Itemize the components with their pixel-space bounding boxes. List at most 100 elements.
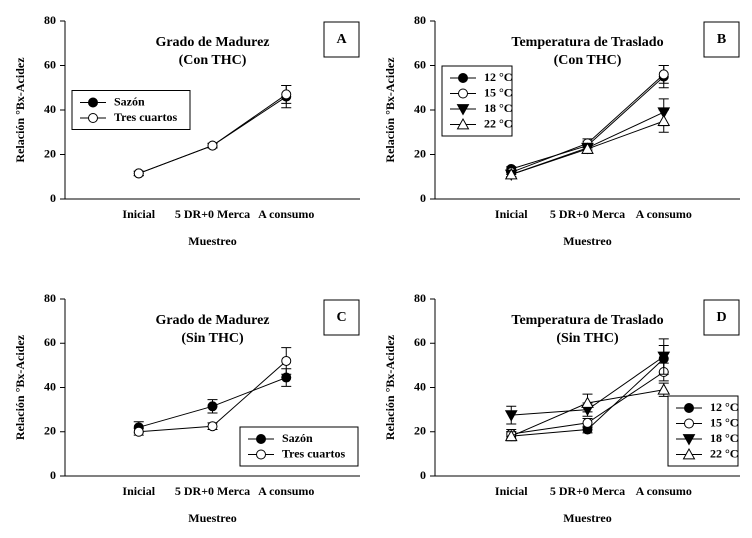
data-point <box>657 383 671 395</box>
chart-subtitle: (Con THC) <box>554 53 622 68</box>
legend-label: Sazón <box>114 94 145 108</box>
y-tick-label: 0 <box>50 191 56 205</box>
legend-marker <box>256 449 266 460</box>
y-axis-label: Relación °Bx-Acidez <box>13 334 27 440</box>
legend-marker <box>684 403 694 413</box>
y-tick-label: 40 <box>44 102 56 116</box>
y-tick-label: 60 <box>44 335 56 349</box>
x-tick-label: 5 DR+0 Merca <box>175 484 250 498</box>
legend-marker <box>88 113 98 123</box>
x-tick-label: 5 DR+0 Merca <box>550 484 625 498</box>
y-tick-label: 40 <box>44 379 56 393</box>
legend-label: 12 °C <box>484 70 512 84</box>
legend-label: 12 °C <box>710 400 738 414</box>
chart-title: Temperatura de Traslado <box>511 313 663 328</box>
panel-label: D <box>716 310 726 325</box>
y-axis-label: Relación °Bx-Acidez <box>13 57 27 163</box>
legend-marker <box>256 434 266 444</box>
panel-label-box <box>323 299 360 336</box>
legend-label: 15 °C <box>710 415 738 429</box>
x-tick-label: A consumo <box>258 207 314 221</box>
chart-title: Grado de Madurez <box>155 313 269 328</box>
data-point <box>504 410 518 422</box>
legend-marker <box>458 73 468 83</box>
y-axis-label: Relación °Bx-Acidez <box>383 334 397 440</box>
x-tick-label: A consumo <box>258 484 314 498</box>
y-axis-label: Relación °Bx-Acidez <box>383 57 397 163</box>
legend-label: 22 °C <box>710 446 738 460</box>
y-tick-label: 20 <box>414 424 426 438</box>
chart-subtitle: (Con THC) <box>179 53 247 68</box>
legend-box <box>71 90 191 130</box>
chart-title: Grado de Madurez <box>155 35 269 50</box>
data-point <box>504 167 518 180</box>
legend-label: 18 °C <box>484 101 512 115</box>
x-axis-label: Muestreo <box>563 511 611 525</box>
y-tick-label: 80 <box>44 13 56 27</box>
legend-label: 15 °C <box>484 85 512 99</box>
legend-marker <box>88 97 98 108</box>
data-point <box>133 426 144 437</box>
panel-label: B <box>717 32 726 47</box>
data-point <box>133 168 144 179</box>
chart-subtitle: (Sin THC) <box>556 331 619 346</box>
panel-label: C <box>336 310 346 325</box>
x-tick-label: 5 DR+0 Merca <box>175 207 250 221</box>
legend-marker <box>684 418 694 429</box>
y-tick-label: 80 <box>44 291 56 305</box>
legend-label: Tres cuartos <box>114 110 178 124</box>
data-point <box>657 114 671 127</box>
y-tick-label: 20 <box>44 146 56 160</box>
x-tick-label: Inicial <box>495 484 528 498</box>
legend-label: Tres cuartos <box>282 446 346 460</box>
legend-marker <box>682 434 696 446</box>
y-tick-label: 60 <box>414 335 426 349</box>
legend-label: Sazón <box>282 431 313 445</box>
chart-title: Temperatura de Traslado <box>511 35 663 50</box>
data-point <box>657 351 671 364</box>
y-tick-label: 40 <box>414 379 426 393</box>
legend-label: 22 °C <box>484 116 512 130</box>
y-tick-label: 80 <box>414 291 426 305</box>
data-point <box>281 355 292 366</box>
legend-marker <box>682 447 696 460</box>
chart-subtitle: (Sin THC) <box>181 331 244 346</box>
legend-marker <box>456 117 470 130</box>
x-tick-label: Inicial <box>122 207 155 221</box>
data-point <box>658 69 669 80</box>
x-axis-label: Muestreo <box>188 234 236 248</box>
y-tick-label: 20 <box>414 146 426 160</box>
data-point <box>504 429 518 442</box>
legend-marker <box>458 88 468 99</box>
data-point <box>207 140 218 151</box>
x-tick-label: A consumo <box>636 207 692 221</box>
y-tick-label: 0 <box>420 468 426 482</box>
panel-label-box <box>703 299 740 336</box>
y-tick-label: 20 <box>44 424 56 438</box>
legend-marker <box>456 104 470 116</box>
data-point <box>281 89 292 100</box>
y-tick-label: 0 <box>420 191 426 205</box>
x-tick-label: Inicial <box>122 484 155 498</box>
panel-label-box <box>703 21 740 58</box>
x-tick-label: Inicial <box>495 207 528 221</box>
panel-label-box <box>323 21 360 58</box>
data-point <box>582 417 593 428</box>
x-tick-label: 5 DR+0 Merca <box>550 207 625 221</box>
x-tick-label: A consumo <box>636 484 692 498</box>
x-axis-label: Muestreo <box>188 511 236 525</box>
y-tick-label: 60 <box>44 57 56 71</box>
x-axis-label: Muestreo <box>563 234 611 248</box>
y-tick-label: 80 <box>414 13 426 27</box>
y-tick-label: 0 <box>50 468 56 482</box>
data-point <box>207 421 218 432</box>
panel-label: A <box>336 32 347 47</box>
legend-box <box>239 426 359 467</box>
y-tick-label: 60 <box>414 57 426 71</box>
data-point <box>581 142 594 154</box>
data-point <box>581 396 594 408</box>
y-tick-label: 40 <box>414 102 426 116</box>
legend-label: 18 °C <box>710 431 738 445</box>
data-point <box>207 401 218 412</box>
